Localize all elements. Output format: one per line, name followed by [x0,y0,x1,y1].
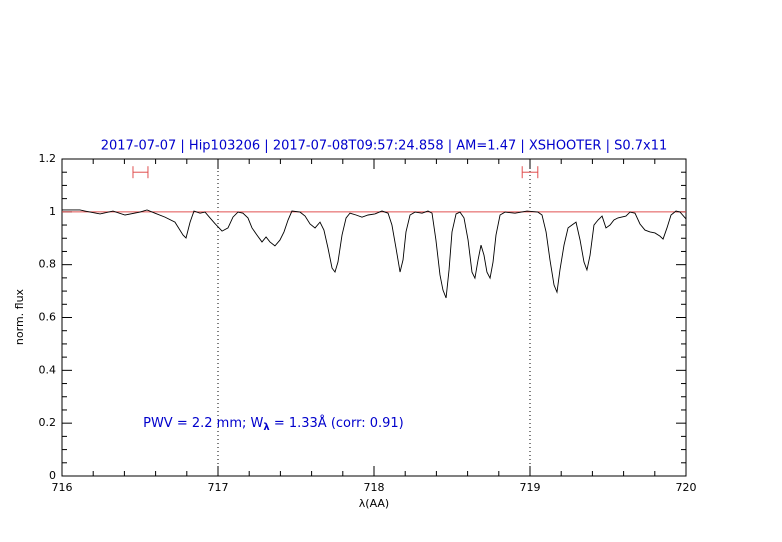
y-tick-label: 0.8 [39,258,57,271]
annotation-part: λ [263,422,270,433]
annotation: PWV = 2.2 mm; Wλ = 1.33Å (corr: 0.91) [143,415,404,434]
y-tick-label: 1.2 [39,152,57,165]
x-tick-label: 720 [676,481,697,494]
chart-title: 2017-07-07 | Hip103206 | 2017-07-08T09:5… [101,139,668,154]
x-tick-label: 718 [364,481,385,494]
y-tick-label: 1 [49,205,56,218]
range-marker [132,166,149,179]
y-tick-label: 0 [49,469,56,482]
x-tick-label: 716 [52,481,73,494]
annotation-part: PWV = 2.2 mm; W [143,416,263,431]
y-axis-label: norm. flux [13,288,26,345]
x-tick-label: 719 [520,481,541,494]
annotation-part: = 1.33Å (corr: 0.91) [270,415,404,431]
x-tick-label: 717 [208,481,229,494]
x-axis-label: λ(AA) [359,497,389,510]
range-marker [521,166,539,179]
y-tick-label: 0.6 [39,311,57,324]
y-tick-label: 0.4 [39,363,57,376]
y-tick-label: 0.2 [39,416,57,429]
spectrum-line [62,209,687,299]
